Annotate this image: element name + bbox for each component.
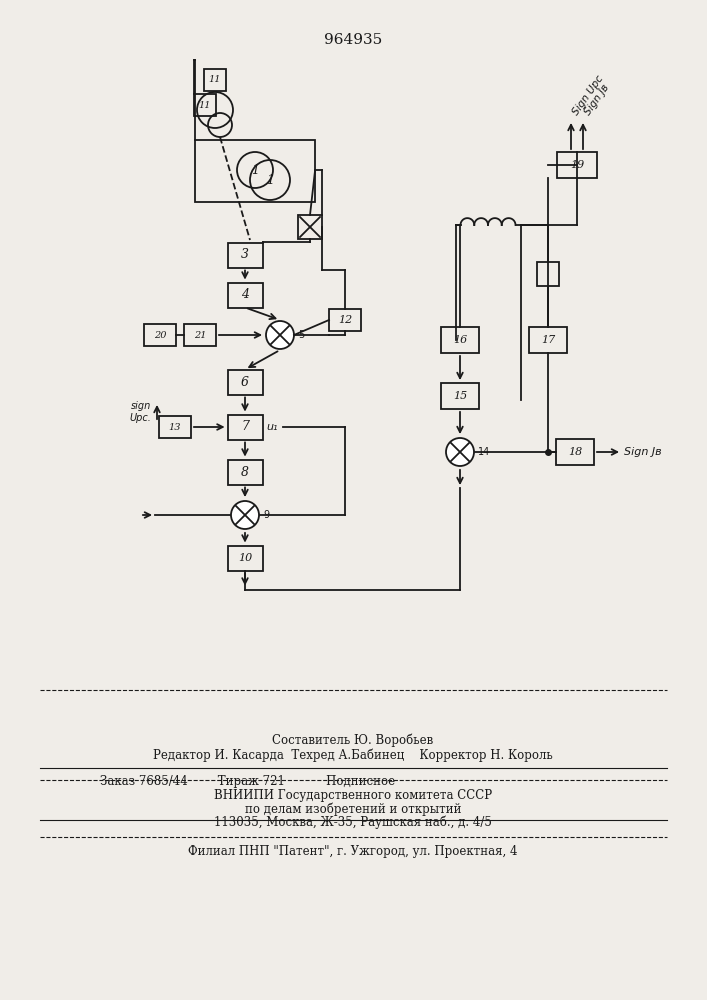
Bar (441, 327, 479, 353)
Bar (228, 546, 262, 570)
Text: 14: 14 (478, 447, 490, 457)
Text: Составитель Ю. Воробьев: Составитель Ю. Воробьев (272, 733, 433, 747)
Text: 13: 13 (169, 422, 181, 432)
Text: 18: 18 (568, 447, 582, 457)
Bar (228, 369, 262, 394)
Text: Редактор И. Касарда  Техред А.Бабинец    Корректор Н. Король: Редактор И. Касарда Техред А.Бабинец Кор… (153, 748, 553, 762)
Text: 11: 11 (199, 101, 211, 109)
Bar (329, 309, 361, 331)
Text: Sign Upc: Sign Upc (571, 74, 606, 117)
Text: ВНИИПИ Государственного комитета СССР: ВНИИПИ Государственного комитета СССР (214, 790, 492, 802)
Text: 19: 19 (570, 160, 584, 170)
Bar (228, 460, 262, 485)
Circle shape (446, 438, 474, 466)
Bar (195, 140, 315, 202)
Text: 11: 11 (209, 76, 221, 85)
Bar (184, 324, 216, 346)
Bar (144, 324, 176, 346)
Bar (228, 282, 262, 308)
Bar (557, 152, 597, 178)
Bar (556, 439, 594, 465)
Circle shape (231, 501, 259, 529)
Bar (228, 414, 262, 440)
Text: 15: 15 (453, 391, 467, 401)
Text: 12: 12 (338, 315, 352, 325)
Text: 6: 6 (241, 375, 249, 388)
Bar (441, 383, 479, 409)
Text: 21: 21 (194, 330, 206, 340)
Text: 5: 5 (298, 330, 304, 340)
Text: 3: 3 (241, 248, 249, 261)
Bar (529, 327, 567, 353)
Text: 1: 1 (251, 163, 259, 176)
Text: sign
Upc.: sign Upc. (129, 401, 151, 423)
Text: Заказ 7685/44        Тираж 721           Подписное: Заказ 7685/44 Тираж 721 Подписное (100, 776, 395, 788)
Text: Sign Jв: Sign Jв (624, 447, 662, 457)
Bar (228, 242, 262, 267)
Text: 4: 4 (241, 288, 249, 302)
Bar (204, 69, 226, 91)
Text: 17: 17 (541, 335, 555, 345)
Text: Филиал ПНП "Патент", г. Ужгород, ул. Проектная, 4: Филиал ПНП "Патент", г. Ужгород, ул. Про… (188, 846, 518, 858)
Bar (298, 215, 322, 239)
Text: 8: 8 (241, 466, 249, 479)
Text: u₁: u₁ (267, 422, 278, 432)
Text: 7: 7 (241, 420, 249, 434)
Text: 113035, Москва, Ж-35, Раушская наб., д. 4/5: 113035, Москва, Ж-35, Раушская наб., д. … (214, 815, 492, 829)
Text: 10: 10 (238, 553, 252, 563)
Text: 16: 16 (453, 335, 467, 345)
Text: по делам изобретений и открытий: по делам изобретений и открытий (245, 802, 461, 816)
Circle shape (266, 321, 294, 349)
Bar (537, 262, 559, 286)
Text: 9: 9 (263, 510, 269, 520)
Text: Sign Jв: Sign Jв (583, 82, 612, 117)
Text: 964935: 964935 (324, 33, 382, 47)
Bar (194, 94, 216, 116)
Bar (159, 416, 191, 438)
Text: 1: 1 (266, 174, 274, 186)
Text: 20: 20 (153, 330, 166, 340)
